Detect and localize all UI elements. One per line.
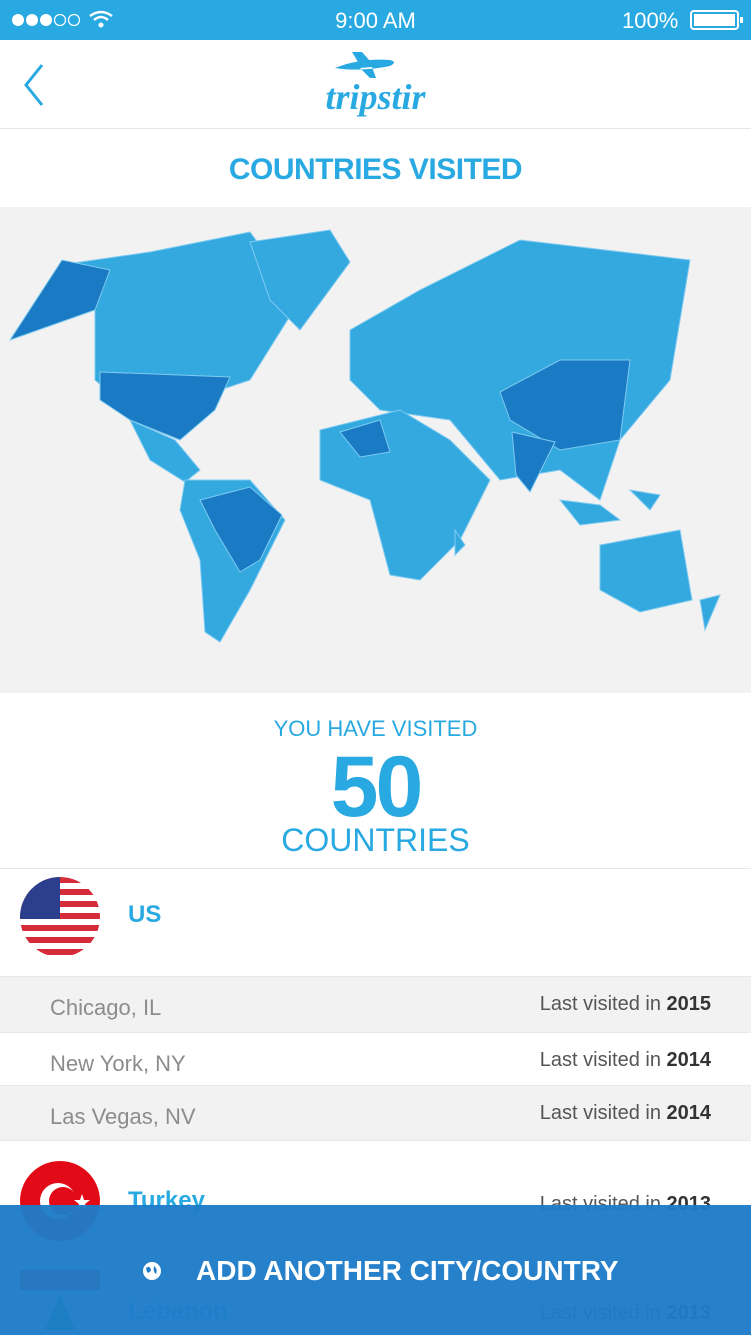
city-name: New York, NY [50,1051,186,1076]
page-title: COUNTRIES VISITED [228,153,523,186]
battery-text: 100% [622,8,679,33]
add-button-label: ADD ANOTHER CITY/COUNTRY [196,1255,619,1286]
city-name: Las Vegas, NV [50,1104,196,1129]
flag-us [20,877,100,957]
nav-header: tripstir [0,40,751,129]
last-label: Last visited in [539,993,661,1015]
status-bar: 9:00 AM 100% [0,0,751,40]
city-row[interactable]: New York, NY Last visited in 2014 [0,1032,751,1086]
time: 9:00 AM [335,8,416,33]
last-label: Last visited in [539,1102,661,1124]
last-visited: Last visited in 2014 [540,1049,711,1072]
country-row[interactable]: US [0,868,751,977]
country-name: US [128,901,162,928]
last-year: 2014 [666,1049,712,1071]
globe-icon [143,1262,161,1280]
add-button[interactable]: ADD ANOTHER CITY/COUNTRY [0,1205,751,1335]
back-button[interactable] [20,62,50,108]
last-visited: Last visited in 2014 [540,1102,711,1125]
signal-wifi [12,10,113,28]
last-visited: Last visited in 2015 [540,993,711,1016]
logo-plane [335,52,394,78]
city-name: Chicago, IL [50,995,162,1020]
logo: tripstir [325,77,426,117]
summary-count: 50 [330,739,424,835]
city-row[interactable]: Las Vegas, NV Last visited in 2014 [0,1085,751,1141]
last-label: Last visited in [539,1049,661,1071]
battery-icon [690,10,743,30]
summary-suffix: COUNTRIES [281,822,470,858]
last-year: 2015 [666,993,712,1015]
summary-prefix: YOU HAVE VISITED [273,716,478,741]
city-row[interactable]: Chicago, IL Last visited in 2015 [0,976,751,1033]
world-map [0,207,751,693]
last-year: 2014 [666,1102,712,1124]
